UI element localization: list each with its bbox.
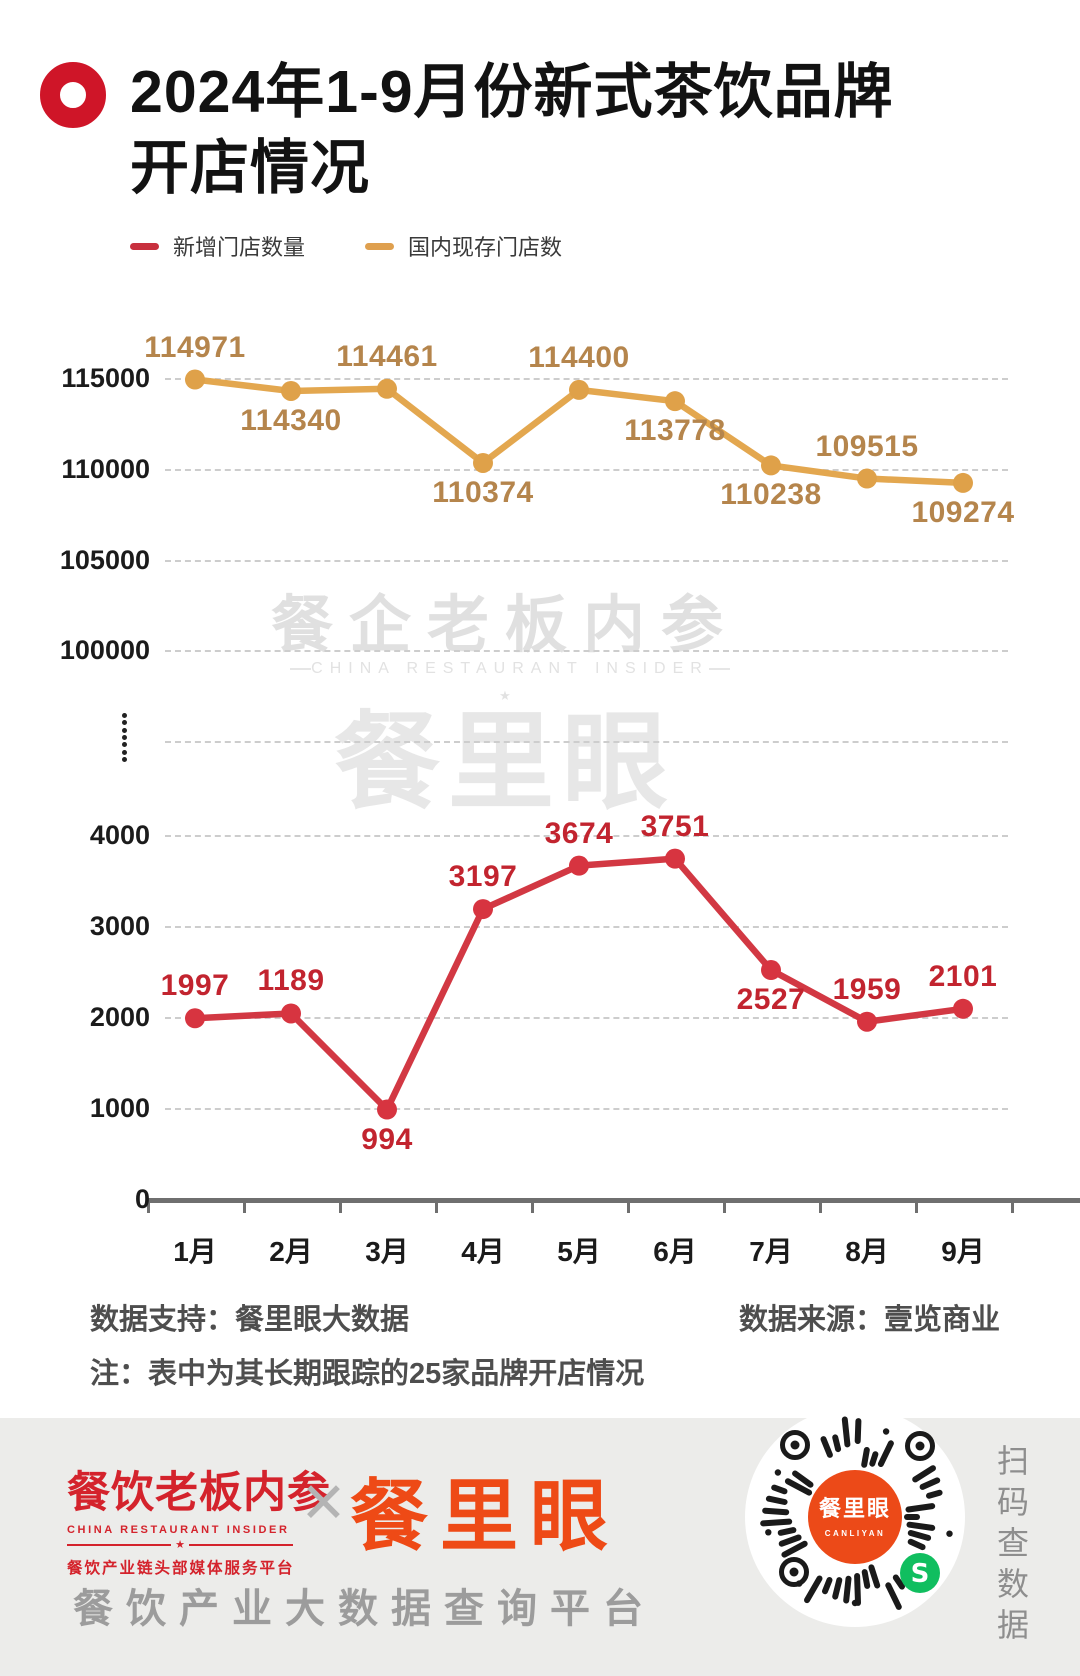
footnote-data-source: 数据来源：壹览商业 — [738, 1304, 1000, 1336]
legend-label-existing-stores: 国内现存门店数 — [408, 235, 563, 260]
data-point-label: 994 — [361, 1122, 413, 1156]
data-point-label: 2101 — [928, 959, 998, 993]
watermark-english-row: CHINA RESTAURANT INSIDER — [290, 660, 731, 678]
x-axis-tick — [915, 1203, 918, 1213]
x-axis-month-label: 6月 — [653, 1236, 697, 1267]
x-axis-month-label: 3月 — [365, 1236, 409, 1267]
x-axis-tick — [435, 1203, 438, 1213]
x-axis-tick — [819, 1203, 822, 1213]
gridline — [165, 835, 1008, 837]
axis-break-dots-icon — [122, 720, 127, 726]
x-axis-month-label: 2月 — [269, 1236, 313, 1267]
watermark-text: 餐企老板内参 — [270, 591, 739, 660]
publisher-logo-english: CHINA RESTAURANT INSIDER — [67, 1524, 290, 1536]
x-axis-tick — [1011, 1203, 1014, 1213]
gridline — [165, 468, 1008, 471]
page-title-line1: 2024年1-9月份新式茶饮品牌 — [130, 59, 894, 125]
star-icon: ★ — [175, 1539, 185, 1551]
gridline — [165, 1108, 1008, 1110]
data-point-label: 114971 — [144, 330, 246, 364]
watermark-english: CHINA RESTAURANT INSIDER — [311, 660, 709, 677]
y-axis-tick-label: 105000 — [59, 544, 150, 575]
publisher-logo-subtitle: 餐饮产业链头部媒体服务平台 — [67, 1560, 295, 1577]
x-axis-month-label: 1月 — [173, 1236, 217, 1267]
footer-banner: 餐饮老板内参 CHINA RESTAURANT INSIDER ★ 餐饮产业链头… — [0, 1407, 1080, 1676]
y-axis-tick-label: 2000 — [89, 1002, 150, 1032]
gridline — [165, 650, 1008, 653]
y-axis-tick-label: 115000 — [61, 363, 150, 393]
footnote-data-support: 数据支持：餐里眼大数据 — [90, 1304, 410, 1336]
data-point-label: 114461 — [336, 339, 438, 373]
x-axis-month-label: 7月 — [749, 1236, 793, 1267]
banner-tagline: 餐饮产业大数据查询平台 — [73, 1587, 656, 1631]
x-axis-month-label: 9月 — [941, 1236, 985, 1267]
gridline — [165, 378, 1008, 380]
axis-break-dots-icon — [122, 727, 127, 733]
y-axis-tick-label: 3000 — [89, 911, 150, 941]
x-axis-line — [147, 1198, 1080, 1203]
y-axis-tick-label: 4000 — [89, 820, 150, 850]
red-ring-bullet-icon — [40, 62, 106, 128]
chart-legend: 新增门店数量 国内现存门店数 — [130, 230, 622, 262]
axis-break-dots-icon — [122, 756, 127, 762]
data-point-label: 114340 — [240, 403, 342, 437]
axis-break-dots-icon — [122, 742, 127, 748]
scan-hint-vertical-text: 扫码查数据 — [993, 1444, 1029, 1649]
x-axis-tick — [147, 1203, 150, 1213]
data-point-label: 1189 — [257, 964, 325, 998]
x-axis-month-label: 4月 — [461, 1236, 505, 1267]
watermark-rule-left — [290, 668, 312, 670]
x-axis-month-label: 5月 — [557, 1236, 601, 1267]
page-title: 2024年1-9月份新式茶饮品牌 开店情况 — [130, 54, 894, 206]
x-axis-tick — [723, 1203, 726, 1213]
watermark-star-icon: ★ — [499, 688, 511, 703]
x-axis-tick — [339, 1203, 342, 1213]
x-axis-month-label: 8月 — [845, 1236, 889, 1267]
data-point-label: 113778 — [624, 414, 726, 448]
watermark-brand: 餐里眼 — [334, 704, 676, 822]
watermark-rule-right — [708, 668, 731, 670]
publisher-logo-name: 餐饮老板内参 — [67, 1469, 331, 1517]
svg-text:CANLIYAN: CANLIYAN — [825, 1529, 886, 1538]
miniprogram-qr-code: 餐里眼 CANLIYAN S — [735, 1397, 975, 1637]
y-axis-tick-label: 110000 — [61, 453, 150, 484]
page-title-line2: 开店情况 — [130, 135, 371, 201]
publisher-logo: 餐饮老板内参 CHINA RESTAURANT INSIDER ★ 餐饮产业链头… — [67, 1458, 331, 1578]
y-axis-tick-label: 1000 — [89, 1093, 150, 1123]
x-axis-tick — [243, 1203, 246, 1213]
gridline — [165, 741, 1008, 743]
collab-x-icon: ✕ — [300, 1471, 347, 1534]
legend-dash-new-stores-icon — [130, 242, 159, 250]
data-point-label: 114400 — [528, 340, 630, 374]
gridline — [165, 926, 1008, 928]
svg-text:S: S — [911, 1559, 930, 1589]
data-point-label: 110374 — [432, 475, 534, 509]
legend-dash-existing-stores-icon — [365, 242, 395, 250]
axis-break-dots-icon — [122, 749, 127, 755]
y-axis-tick-label: 0 — [134, 1184, 150, 1214]
canliyan-logo: 餐里眼 — [350, 1472, 621, 1560]
y-axis-tick-label: 100000 — [59, 635, 150, 666]
gridline — [165, 559, 1008, 562]
gridline — [165, 1017, 1008, 1019]
data-point-label: 110238 — [720, 478, 822, 512]
publisher-logo-divider: ★ — [67, 1538, 293, 1551]
axis-break-dots-icon — [122, 734, 127, 740]
legend-label-new-stores: 新增门店数量 — [173, 235, 306, 260]
data-point-label: 109274 — [911, 495, 1015, 529]
x-axis-tick — [531, 1203, 534, 1213]
data-point-label: 3674 — [544, 816, 614, 850]
footnote-remark: 注：表中为其长期跟踪的25家品牌开店情况 — [90, 1358, 645, 1390]
svg-text:餐里眼: 餐里眼 — [819, 1496, 891, 1521]
data-point-label: 109515 — [815, 429, 919, 463]
data-point-label: 3751 — [640, 809, 710, 843]
data-point-label: 3197 — [448, 860, 518, 894]
axis-break-dots-icon — [122, 713, 127, 718]
x-axis-tick — [627, 1203, 630, 1213]
